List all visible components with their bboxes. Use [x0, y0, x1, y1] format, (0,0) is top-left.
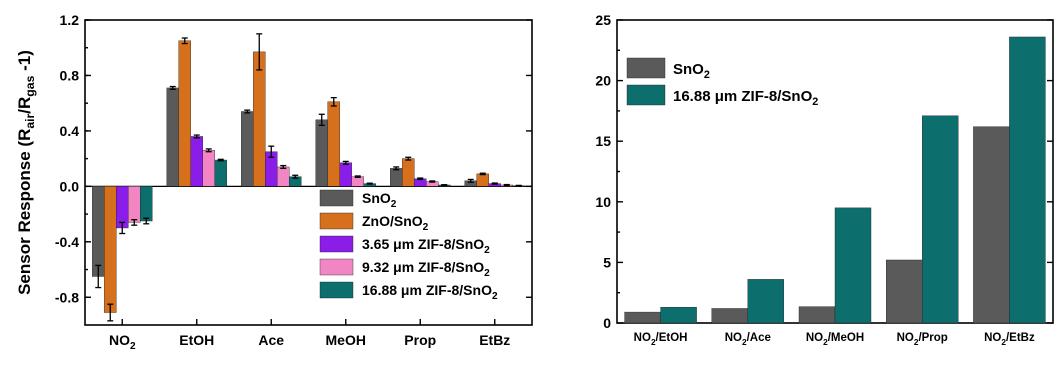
panel-b-bar [973, 126, 1010, 324]
panel-a-bar [339, 162, 352, 187]
panel-b-legend-label: SnO2​ [673, 61, 710, 81]
panel-a-legend: SnO2​ ZnO/SnO2​ 3.65 μm ZIF-8/SnO2​ 9.32 μm… [319, 189, 498, 302]
panel-b-legend-swatch [626, 84, 666, 106]
panel-a-xtick-label: EtOH [179, 332, 214, 348]
panel-a-frame [84, 19, 533, 326]
panel-a-bar [202, 150, 215, 187]
panel-a-ytick-label: 0.8 [60, 67, 80, 83]
panel-a-bar [140, 186, 153, 222]
panel-a-bar [315, 119, 328, 187]
panel-b-xtick-label: NO2​/Ace [725, 332, 771, 347]
panel-b-bar [1009, 36, 1046, 324]
panel-a-legend-label: SnO2​ [362, 190, 397, 210]
panel-a-xtick-label: EtBz [479, 332, 510, 348]
panel-a-bar [277, 166, 290, 187]
panel-b-bar [886, 259, 923, 324]
panel-b-ytick-label: 5 [603, 254, 611, 270]
panel-b-ytick-label: 15 [595, 133, 611, 149]
panel-a-bar [104, 186, 117, 313]
panel-a-legend-swatch [319, 189, 354, 207]
panel-b-bar [747, 279, 784, 324]
panel-a-ytick-label: 0.4 [60, 123, 80, 139]
panel-a-bar [253, 51, 266, 187]
panel-a-legend-label: 3.65 μm ZIF-8/SnO2​ [362, 236, 490, 256]
panel-b-bar [711, 308, 748, 324]
panel-a-xtick-label: NO2​ [109, 332, 136, 352]
panel-a-bar [327, 101, 340, 187]
panel-a-bar [476, 173, 489, 187]
panel-a-bar [214, 159, 227, 187]
panel-a-legend-label: 9.32 μm ZIF-8/SnO2​ [362, 259, 490, 279]
panel-a-bar [241, 111, 254, 187]
panel-a-ytick-label: 1.2 [60, 12, 80, 28]
panel-a-bar [402, 158, 415, 187]
panel-a-legend-label: 16.88 μm ZIF-8/SnO2​ [362, 282, 498, 302]
panel-a-bar [92, 186, 105, 277]
panel-b-ytick-label: 0 [603, 315, 611, 331]
panel-a-xtick-label: Prop [404, 332, 436, 348]
panel-a-ytick-label: -0.8 [55, 289, 79, 305]
panel-a-legend-swatch [319, 281, 354, 299]
panel-b-xtick-label: NO2​/MeOH [806, 332, 864, 347]
panel-a-bar [178, 40, 191, 187]
panel-a-ylabel: Sensor Response (Rair/Rgas -1) [15, 50, 37, 295]
panel-b-xtick-label: NO2​/Prop [897, 332, 948, 347]
panel-b-bar [624, 311, 661, 324]
panel-b-bar [922, 115, 959, 324]
panel-a-bar [166, 87, 179, 187]
panel-a-xtick-label: Ace [258, 332, 284, 348]
panel-b-ytick-label: 20 [595, 73, 611, 89]
panel-b-ytick-label: 10 [595, 194, 611, 210]
panel-a-legend-label: ZnO/SnO2​ [362, 213, 429, 233]
panel-a-legend-swatch [319, 212, 354, 230]
panel-a-xtick-label: MeOH [326, 332, 366, 348]
panel-b-bar [660, 307, 697, 324]
panel-a-bar [116, 186, 129, 229]
panel-b-ytick-label: 25 [595, 12, 611, 28]
panel-b-legend: SnO2​ 16.88 μm ZIF-8/SnO2​ [626, 57, 818, 108]
panel-b: 0 5 10 15 20 25 NO2​/EtOH NO2​/Ace NO2​/MeOH NO2​… [595, 12, 1054, 347]
panel-a-bar [390, 168, 403, 187]
panel-a-legend-swatch [319, 258, 354, 276]
panel-a-ytick-label: 0.0 [60, 178, 80, 194]
panel-a-bar [351, 176, 364, 187]
panel-b-xtick-label: NO2​/EtBz [984, 332, 1035, 347]
panel-b-legend-label: 16.88 μm ZIF-8/SnO2​ [673, 88, 818, 108]
panel-a-ytick-label: -0.4 [55, 234, 79, 250]
panel-b-bar [834, 207, 872, 324]
panel-b-legend-swatch [626, 57, 666, 79]
panel-b-xtick-label: NO2​/EtOH [634, 332, 688, 347]
panel-b-bar [798, 306, 836, 324]
panel-a-legend-swatch [319, 235, 354, 253]
panel-a-bar [128, 186, 141, 223]
panel-a: -0.8 -0.4 0.0 0.4 0.8 1.2 NO2​ EtOH Ace MeOH Prop E… [15, 12, 533, 352]
panel-a-bar [190, 136, 203, 187]
